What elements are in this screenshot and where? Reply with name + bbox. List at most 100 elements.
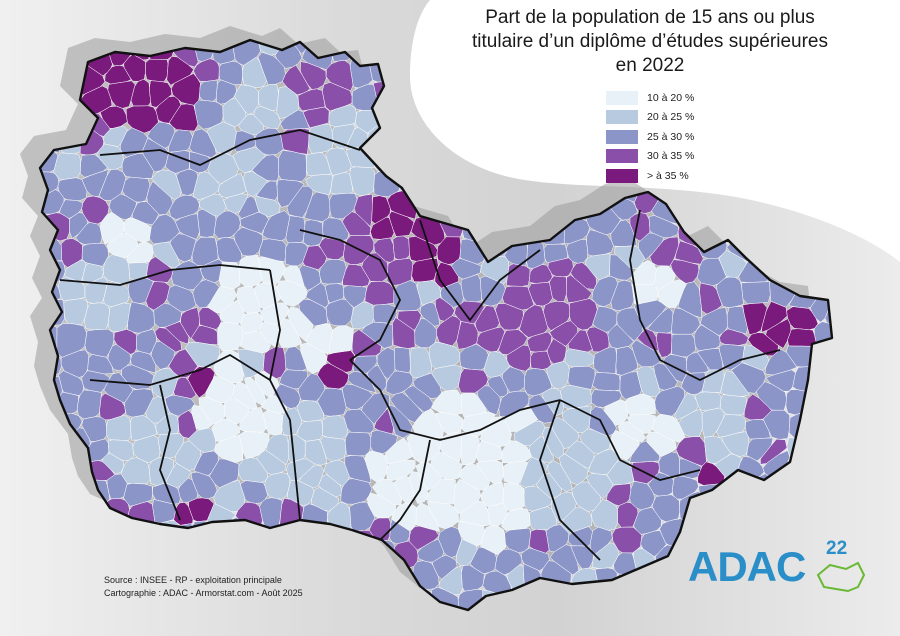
commune-20-25- xyxy=(96,143,124,170)
commune-10-20- xyxy=(278,318,303,348)
commune-25-30- xyxy=(765,233,790,260)
commune-30-35- xyxy=(617,502,639,528)
commune-10-20- xyxy=(364,450,388,483)
commune-10-20- xyxy=(214,434,244,464)
commune-20-25- xyxy=(591,542,620,569)
commune-25-30- xyxy=(829,592,832,610)
commune-25-30- xyxy=(520,547,550,572)
commune--35- xyxy=(130,78,151,107)
intercommunality-boundary xyxy=(419,219,541,322)
commune-25-30- xyxy=(837,369,879,401)
commune--35- xyxy=(388,210,415,237)
commune-30-35- xyxy=(258,527,288,556)
commune-25-30- xyxy=(760,503,792,533)
commune--35- xyxy=(326,350,355,373)
commune-10-20- xyxy=(218,261,241,290)
commune-25-30- xyxy=(741,281,771,305)
commune-20-25- xyxy=(264,472,291,500)
commune-25-30- xyxy=(743,497,771,524)
commune-20-25- xyxy=(268,0,301,36)
legend-item: > à 35 % xyxy=(606,166,694,186)
adac-logo-number: 22 xyxy=(826,538,848,559)
intercommunality-boundary xyxy=(159,384,181,521)
source-note: Source : INSEE - RP - exploitation princ… xyxy=(104,574,303,600)
intercommunality-boundaries xyxy=(59,129,781,561)
commune-25-30- xyxy=(42,524,67,555)
commune-25-30- xyxy=(609,589,634,610)
commune-25-30- xyxy=(476,385,501,416)
commune-10-20- xyxy=(258,256,286,285)
commune-20-25- xyxy=(322,415,349,440)
commune-20-25- xyxy=(308,124,334,154)
commune-25-30- xyxy=(40,390,43,419)
commune-25-30- xyxy=(35,0,63,34)
commune-20-25- xyxy=(742,344,770,371)
commune-30-35- xyxy=(364,281,395,306)
commune-25-30- xyxy=(708,596,752,610)
legend-item: 20 à 25 % xyxy=(606,108,694,128)
commune-10-20- xyxy=(502,482,525,512)
commune-30-35- xyxy=(811,349,832,377)
commune--35- xyxy=(317,362,350,390)
commune-30-35- xyxy=(298,40,328,43)
commune-25-30- xyxy=(824,302,832,329)
commune-20-25- xyxy=(101,453,125,475)
title-line: titulaire d’un diplôme d’études supérieu… xyxy=(472,31,828,52)
commune-20-25- xyxy=(348,565,376,593)
commune-25-30- xyxy=(463,176,485,202)
adac-logo-text: ADAC xyxy=(688,543,806,590)
commune-25-30- xyxy=(108,193,137,220)
commune--35- xyxy=(786,306,819,331)
commune-25-30- xyxy=(40,598,78,610)
commune-30-35- xyxy=(835,496,873,525)
commune-25-30- xyxy=(826,279,832,309)
commune-10-20- xyxy=(217,322,244,351)
commune-25-30- xyxy=(83,542,110,572)
commune-25-30- xyxy=(262,549,284,573)
legend-swatch xyxy=(606,129,638,144)
commune-25-30- xyxy=(367,365,387,393)
commune-25-30- xyxy=(217,540,241,570)
commune-25-30- xyxy=(429,169,458,192)
commune-25-30- xyxy=(136,328,157,355)
commune-20-25- xyxy=(304,439,328,466)
commune-25-30- xyxy=(124,388,154,418)
commune-25-30- xyxy=(344,431,372,457)
commune-25-30- xyxy=(474,211,498,233)
commune-30-35- xyxy=(740,522,765,544)
commune-30-35- xyxy=(193,0,215,36)
commune-25-30- xyxy=(40,410,41,448)
commune-20-25- xyxy=(483,351,510,378)
commune-30-35- xyxy=(190,325,218,345)
commune-30-35- xyxy=(416,144,444,172)
legend-label: 30 à 35 % xyxy=(647,150,695,163)
commune-30-35- xyxy=(835,479,881,509)
commune-25-30- xyxy=(190,471,218,500)
commune-25-30- xyxy=(40,464,65,486)
intercommunality-boundary xyxy=(299,229,402,361)
commune-25-30- xyxy=(808,241,832,266)
commune-25-30- xyxy=(365,565,389,595)
commune-30-35- xyxy=(670,259,700,284)
commune-30-35- xyxy=(302,245,327,270)
commune-10-20- xyxy=(626,413,656,434)
commune-25-30- xyxy=(152,499,177,524)
commune-25-30- xyxy=(648,215,679,239)
commune-25-30- xyxy=(41,440,71,467)
commune-25-30- xyxy=(347,548,376,569)
commune-25-30- xyxy=(762,409,790,440)
commune-30-35- xyxy=(549,275,567,302)
commune-10-20- xyxy=(304,323,334,355)
commune-25-30- xyxy=(814,392,832,420)
legend-item: 30 à 35 % xyxy=(606,147,694,167)
commune-25-30- xyxy=(698,483,721,510)
commune-25-30- xyxy=(324,592,353,610)
commune-25-30- xyxy=(455,186,481,214)
commune-25-30- xyxy=(259,238,287,262)
commune-25-30- xyxy=(813,374,832,397)
commune-20-25- xyxy=(254,196,281,217)
commune-25-30- xyxy=(592,372,621,392)
commune-25-30- xyxy=(218,61,243,85)
commune-30-35- xyxy=(502,285,535,311)
commune-30-35- xyxy=(353,193,373,228)
